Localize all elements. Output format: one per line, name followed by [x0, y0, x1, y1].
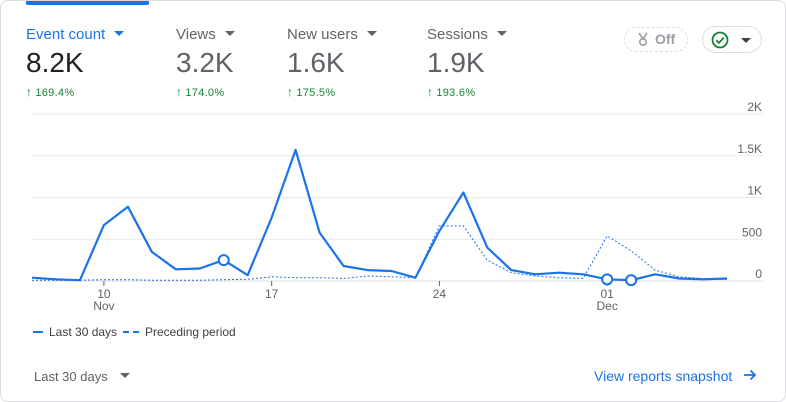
metric-value: 1.6K [287, 47, 345, 78]
metric-change: ↑ 175.5% [287, 85, 336, 99]
arrow-up-icon: ↑ [26, 85, 33, 99]
x-tick-label: 10 [97, 287, 111, 301]
metric-change: ↑ 193.6% [427, 85, 476, 99]
check-circle-icon [711, 31, 729, 54]
series-markers [217, 254, 638, 287]
metric-change: ↑ 174.0% [176, 85, 225, 99]
caret-down-icon [366, 30, 377, 36]
arrow-up-icon: ↑ [176, 85, 183, 99]
x-tick-sublabel: Nov [93, 299, 114, 313]
tab-event-count[interactable]: Event count 8.2K ↑ 169.4% [26, 1, 149, 111]
data-point-marker[interactable] [625, 274, 638, 287]
series-line-last-30-days [31, 148, 728, 282]
tab-new-users[interactable]: New users 1.6K ↑ 175.5% [287, 1, 397, 111]
metric-value: 8.2K [26, 47, 84, 78]
y-tick-label: 1.5K [737, 142, 762, 156]
y-tick-label: 500 [742, 225, 762, 239]
y-axis-ticks: 2K 1.5K 1K 500 0 [737, 101, 762, 281]
x-tick-label: 24 [433, 287, 447, 301]
anomaly-toggle-label: Off [655, 31, 676, 47]
metric-label: New users [287, 26, 377, 43]
data-point-marker[interactable] [601, 273, 614, 286]
arrow-up-icon: ↑ [427, 85, 434, 99]
legend-swatch-solid [33, 330, 43, 333]
metric-label: Sessions [427, 26, 507, 43]
metric-value: 1.9K [427, 47, 485, 78]
caret-down-icon [119, 373, 130, 379]
anomaly-icon [635, 31, 651, 50]
y-tick-label: 2K [747, 101, 762, 114]
y-tick-label: 1K [747, 184, 762, 198]
legend-item-current: Last 30 days [33, 325, 117, 339]
caret-down-icon [496, 30, 507, 36]
caret-down-icon [224, 30, 235, 36]
caret-down-icon [114, 30, 125, 36]
metric-label: Views [176, 26, 235, 43]
x-tick-sublabel: Dec [597, 299, 618, 313]
tab-active-indicator [26, 1, 149, 5]
arrow-right-icon [743, 368, 757, 384]
chart-grid [32, 113, 763, 282]
date-range-dropdown[interactable]: Last 30 days [34, 369, 130, 384]
compare-button[interactable] [702, 26, 762, 53]
x-tick-label: 17 [265, 287, 279, 301]
metric-label: Event count [26, 26, 125, 43]
series-line-preceding-period [32, 225, 728, 281]
data-point-marker[interactable] [217, 254, 230, 267]
tab-views[interactable]: Views 3.2K ↑ 174.0% [176, 1, 276, 111]
anomaly-toggle[interactable]: Off [624, 27, 688, 52]
arrow-up-icon: ↑ [287, 85, 294, 99]
x-tick-label: 01 [600, 287, 614, 301]
caret-down-icon [741, 38, 751, 43]
legend-item-previous: Preceding period [123, 325, 236, 339]
view-reports-snapshot-link[interactable]: View reports snapshot [594, 368, 757, 385]
metric-change: ↑ 169.4% [26, 85, 75, 99]
legend-swatch-dashed [123, 330, 139, 333]
metric-value: 3.2K [176, 47, 234, 78]
tab-sessions[interactable]: Sessions 1.9K ↑ 193.6% [427, 1, 527, 111]
y-tick-label: 0 [755, 267, 762, 281]
